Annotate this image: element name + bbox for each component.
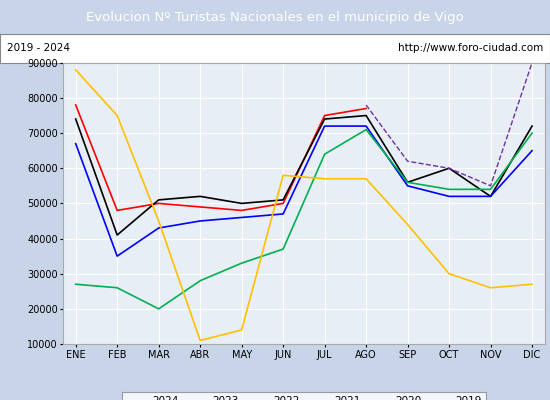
Text: http://www.foro-ciudad.com: http://www.foro-ciudad.com bbox=[398, 43, 543, 53]
Text: Evolucion Nº Turistas Nacionales en el municipio de Vigo: Evolucion Nº Turistas Nacionales en el m… bbox=[86, 10, 464, 24]
Legend: 2024, 2023, 2022, 2021, 2020, 2019: 2024, 2023, 2022, 2021, 2020, 2019 bbox=[122, 392, 486, 400]
Text: 2019 - 2024: 2019 - 2024 bbox=[7, 43, 70, 53]
